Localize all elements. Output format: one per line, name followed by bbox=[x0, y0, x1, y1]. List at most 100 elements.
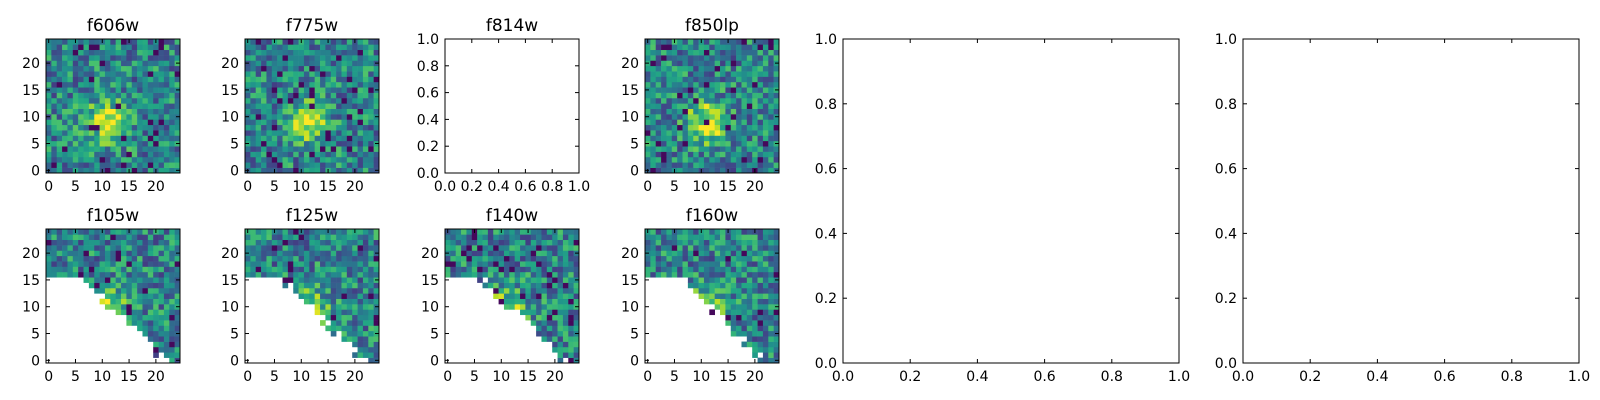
pixel-cell bbox=[110, 71, 116, 77]
pixel-cell bbox=[541, 250, 548, 257]
pixel-cell bbox=[250, 266, 257, 273]
pixel-cell bbox=[163, 277, 170, 283]
pixel-cell bbox=[320, 320, 326, 326]
pixel-cell bbox=[362, 320, 369, 326]
pixel-cell bbox=[562, 352, 569, 358]
pixel-cell bbox=[298, 114, 305, 120]
pixel-cell bbox=[330, 108, 337, 115]
pixel-cell bbox=[169, 103, 175, 109]
pixel-cell bbox=[83, 140, 90, 147]
pixel-cell bbox=[671, 156, 678, 163]
pixel-cell bbox=[46, 44, 52, 51]
pixel-cell bbox=[174, 320, 181, 326]
pixel-cell bbox=[137, 103, 143, 109]
pixel-cell bbox=[163, 162, 170, 168]
pixel-cell bbox=[514, 229, 521, 235]
pixel-cell bbox=[336, 92, 342, 99]
pixel-cell bbox=[655, 162, 662, 168]
pixel-cell bbox=[330, 234, 337, 241]
pixel-cell bbox=[746, 119, 753, 126]
pixel-cell bbox=[357, 108, 364, 115]
pixel-cell bbox=[687, 124, 694, 131]
pixel-cell bbox=[736, 320, 742, 326]
pixel-cell bbox=[757, 325, 764, 332]
pixel-cell bbox=[314, 119, 321, 126]
pixel-cell bbox=[115, 114, 122, 120]
pixel-cell bbox=[293, 108, 299, 115]
pixel-cell bbox=[573, 271, 580, 278]
pixel-cell bbox=[62, 162, 68, 168]
pixel-cell bbox=[536, 261, 542, 267]
pixel-cell bbox=[514, 304, 521, 310]
pixel-cell bbox=[153, 55, 159, 61]
pixel-cell bbox=[693, 60, 699, 67]
pixel-cell bbox=[330, 81, 337, 88]
pixel-cell bbox=[352, 245, 358, 251]
pixel-cell bbox=[266, 114, 273, 120]
pixel-cell bbox=[158, 271, 165, 278]
pixel-cell bbox=[514, 255, 521, 262]
pixel-cell bbox=[293, 255, 299, 262]
pixel-cell bbox=[277, 44, 283, 51]
pixel-cell bbox=[137, 282, 143, 289]
pixel-cell bbox=[99, 55, 106, 61]
pixel-cell bbox=[142, 114, 149, 120]
pixel-cell bbox=[169, 266, 175, 273]
pixel-cell bbox=[309, 239, 315, 246]
pixel-cell bbox=[552, 255, 558, 262]
pixel-cell bbox=[709, 55, 715, 61]
pixel-cell bbox=[277, 266, 283, 273]
pixel-cell bbox=[693, 234, 699, 241]
pixel-cell bbox=[698, 114, 705, 120]
pixel-cell bbox=[110, 76, 116, 83]
pixel-cell bbox=[687, 39, 694, 45]
pixel-cell bbox=[46, 49, 52, 56]
pixel-cell bbox=[314, 271, 321, 278]
pixel-cell bbox=[46, 135, 52, 142]
pixel-cell bbox=[725, 108, 732, 115]
pixel-cell bbox=[303, 298, 310, 305]
pixel-cell bbox=[104, 287, 111, 294]
pixel-cell bbox=[115, 229, 122, 235]
pixel-cell bbox=[682, 162, 689, 168]
pixel-cell bbox=[266, 167, 273, 174]
pixel-cell bbox=[78, 119, 84, 126]
pixel-cell bbox=[104, 162, 111, 168]
pixel-cell bbox=[131, 304, 138, 310]
pixel-cell bbox=[303, 130, 310, 136]
pixel-cell bbox=[174, 108, 181, 115]
pixel-cell bbox=[250, 239, 257, 246]
pixel-cell bbox=[666, 81, 673, 88]
pixel-cell bbox=[88, 282, 95, 289]
pixel-cell bbox=[352, 314, 358, 321]
pixel-cell bbox=[693, 71, 699, 77]
pixel-cell bbox=[736, 314, 742, 321]
pixel-cell bbox=[266, 92, 273, 99]
pixel-cell bbox=[725, 65, 732, 72]
pixel-cell bbox=[56, 167, 63, 174]
pixel-cell bbox=[762, 156, 769, 163]
pixel-cell bbox=[341, 277, 348, 283]
pixel-cell bbox=[362, 71, 369, 77]
pixel-cell bbox=[752, 271, 758, 278]
pixel-cell bbox=[277, 156, 283, 163]
pixel-cell bbox=[163, 282, 170, 289]
pixel-cell bbox=[137, 245, 143, 251]
pixel-cell bbox=[261, 103, 267, 109]
pixel-cell bbox=[104, 146, 111, 152]
pixel-cell bbox=[261, 151, 267, 158]
pixel-cell bbox=[346, 325, 353, 332]
pixel-cell bbox=[56, 156, 63, 163]
pixel-cell bbox=[746, 234, 753, 241]
pixel-cell bbox=[282, 239, 289, 246]
pixel-cell bbox=[666, 71, 673, 77]
pixel-cell bbox=[255, 167, 262, 174]
pixel-cell bbox=[62, 55, 68, 61]
pixel-cell bbox=[677, 76, 683, 83]
pixel-cell bbox=[169, 60, 175, 67]
pixel-cell bbox=[477, 277, 483, 283]
pixel-cell bbox=[573, 341, 580, 348]
pixel-cell bbox=[56, 229, 63, 235]
pixel-cell bbox=[72, 97, 79, 104]
pixel-cell bbox=[298, 156, 305, 163]
